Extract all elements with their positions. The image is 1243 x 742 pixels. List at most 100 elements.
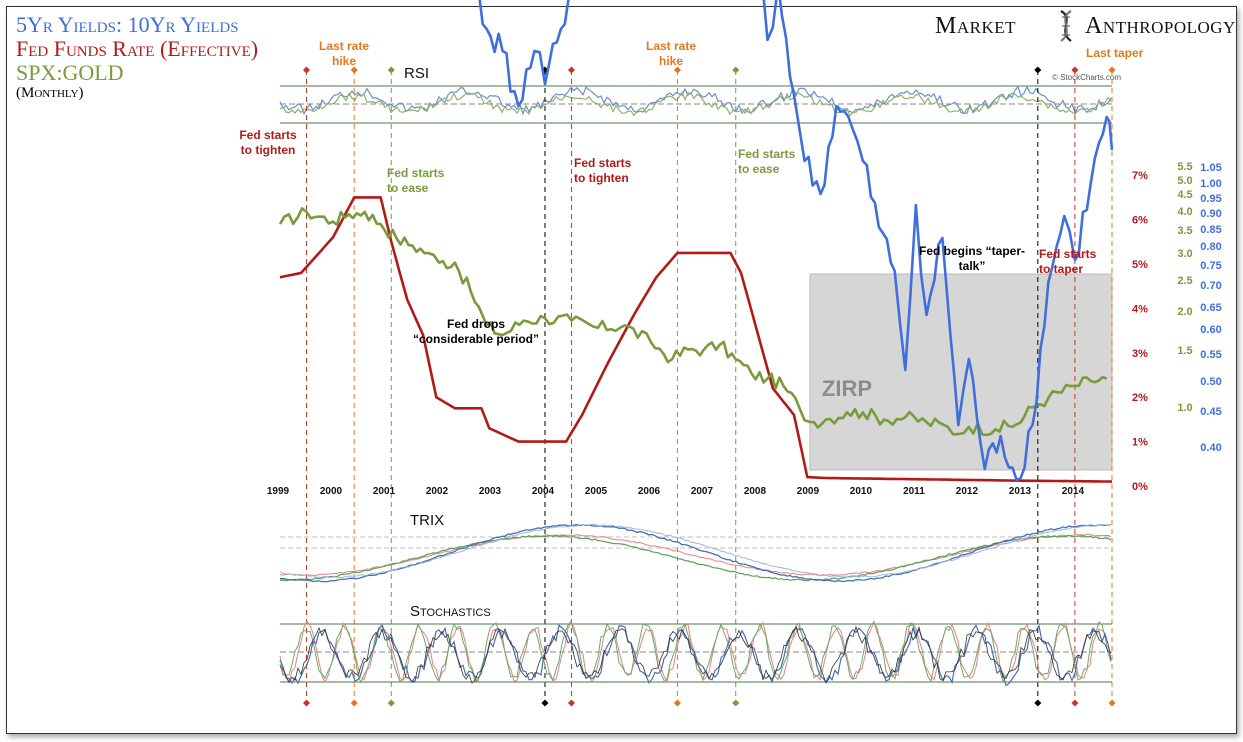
watermark: © StockCharts.com	[1052, 73, 1121, 82]
ratio-axis-tick: 0.80	[1200, 241, 1221, 253]
fed-axis-tick: 6%	[1132, 215, 1148, 227]
event-marker-bottom	[567, 699, 576, 707]
year-tick-label: 2002	[426, 486, 449, 497]
legend-spx-gold: SPX:GOLD	[16, 60, 124, 85]
ratio-axis-tick: 0.60	[1200, 324, 1221, 336]
fed-axis-tick: 0%	[1132, 481, 1148, 493]
legend-frequency: (Monthly)	[16, 85, 84, 101]
year-tick-label: 2009	[797, 486, 820, 497]
year-ticks: 1999 2000 2001 2002 2003 2004 2005 2006 2007 2008…	[267, 486, 1085, 497]
fed-axis-tick: 4%	[1132, 303, 1148, 315]
brand-right: Anthropology	[1085, 13, 1236, 39]
event-marker-bottom	[541, 699, 549, 707]
event-marker-top	[567, 66, 576, 74]
ratio-axis-tick: 0.75	[1200, 260, 1221, 272]
annotation-taper-talk: Fed begins “taper-talk”	[919, 244, 1025, 273]
ratio-axis-tick: 1.00	[1200, 178, 1221, 190]
ratio-axis-tick: 0.65	[1200, 302, 1221, 314]
ratio-axis-tick: 0.70	[1200, 280, 1221, 292]
zirp-region	[809, 273, 1113, 471]
spx-axis-tick: 1.5	[1177, 345, 1192, 357]
event-marker-top	[302, 66, 311, 74]
year-tick-label: 2008	[744, 486, 767, 497]
spx-axis-tick: 1.0	[1177, 402, 1192, 414]
annotation-last-taper: Last taper	[1086, 46, 1144, 60]
year-tick-label: 2012	[956, 486, 979, 497]
series-layer	[278, 0, 1114, 483]
fed-axis-tick: 1%	[1132, 437, 1148, 449]
year-tick-label: 2013	[1009, 486, 1032, 497]
series-fed-funds	[279, 196, 1113, 483]
ratio-axis-tick: 0.90	[1200, 208, 1221, 220]
spx-axis-tick: 4.0	[1177, 206, 1192, 218]
rsi-panel: RSI © StockCharts.com	[279, 65, 1121, 130]
spx-axis-tick: 2.0	[1177, 306, 1192, 318]
spx-axis-tick: 4.5	[1177, 189, 1192, 201]
year-tick-label: 2003	[479, 486, 502, 497]
year-tick-label: 1999	[267, 486, 290, 497]
event-marker-bottom	[302, 699, 311, 707]
year-tick-label: 2007	[691, 486, 714, 497]
annotation-considerable-period: Fed drops “considerable period”	[413, 317, 539, 346]
series-yield-ratio	[478, 0, 1114, 482]
spx-axis-tick: 5.5	[1177, 161, 1192, 173]
fed-axis-tick: 5%	[1132, 259, 1148, 271]
spx-axis-tick: 3.0	[1177, 248, 1192, 260]
annotation-fed-ease-2001: Fed starts to ease	[387, 166, 445, 195]
legend-fed-funds: Fed Funds Rate (Effective)	[16, 36, 259, 61]
event-marker-bottom	[1071, 699, 1079, 707]
year-tick-label: 2014	[1062, 486, 1085, 497]
stochastics-label: Stochastics	[410, 603, 491, 620]
event-marker-top	[350, 66, 358, 74]
annotation-fed-tighten-2004: Fed starts to tighten	[574, 156, 632, 185]
spx-axis-tick: 5.0	[1177, 175, 1192, 187]
year-tick-label: 2006	[638, 486, 661, 497]
year-tick-label: 2011	[903, 486, 925, 497]
ratio-axis-tick: 1.05	[1200, 162, 1221, 174]
zirp-label: ZIRP	[822, 376, 872, 401]
event-marker-bottom	[732, 699, 740, 707]
annotations: Last rate hike Fed starts to tighten Fed s…	[239, 39, 1143, 346]
annotation-fed-ease-2007: Fed starts to ease	[738, 147, 796, 176]
spx-axis-tick: 3.5	[1177, 225, 1192, 237]
rsi-label: RSI	[404, 65, 429, 82]
stochastics-panel: Stochastics	[279, 603, 1112, 687]
event-marker-top	[387, 66, 395, 74]
axis-fed-funds: 7% 6% 5% 4% 3% 2% 1% 0%	[1132, 170, 1148, 493]
ratio-axis-tick: 0.50	[1200, 376, 1221, 388]
event-marker-bottom	[1034, 699, 1042, 707]
event-marker-top	[732, 66, 740, 74]
event-marker-top	[673, 66, 681, 74]
brand-left: Market	[935, 13, 1017, 39]
annotation-fed-taper: Fed starts to taper	[1039, 247, 1097, 276]
legend-yields: 5Yr Yields: 10Yr Yields	[16, 12, 239, 37]
ratio-axis-tick: 0.40	[1200, 442, 1221, 454]
ratio-axis-tick: 0.85	[1200, 224, 1221, 236]
annotation-last-rate-hike-2000: Last rate hike	[319, 39, 369, 68]
event-marker-bottom	[387, 699, 395, 707]
ratio-axis-tick: 0.95	[1200, 193, 1221, 205]
event-marker-bottom	[350, 699, 358, 707]
fed-axis-tick: 3%	[1132, 348, 1148, 360]
event-marker-bottom	[1108, 699, 1116, 707]
year-tick-label: 2000	[320, 486, 343, 497]
spx-axis-tick: 2.5	[1177, 275, 1192, 287]
year-tick-label: 2004	[532, 486, 555, 497]
fed-axis-tick: 2%	[1132, 392, 1148, 404]
axis-yield-ratio: 1.05 1.00 0.95 0.90 0.85 0.80 0.75 0.70 0.65 0.60…	[1200, 162, 1221, 454]
series-spx-gold	[278, 207, 1108, 437]
fed-axis-tick: 7%	[1132, 170, 1148, 182]
ratio-axis-tick: 0.55	[1200, 349, 1221, 361]
dna-helix-icon	[1060, 10, 1072, 42]
annotation-fed-tighten-1999: Fed starts to tighten	[239, 128, 297, 157]
year-tick-label: 2010	[850, 486, 873, 497]
axis-spx-gold: 5.5 5.0 4.5 4.0 3.5 3.0 2.5 2.0 1.5 1.0	[1177, 161, 1192, 414]
trix-panel: TRIX	[279, 512, 1112, 583]
event-marker-bottom	[673, 699, 681, 707]
year-tick-label: 2001	[373, 486, 396, 497]
ratio-axis-tick: 0.45	[1200, 406, 1221, 418]
trix-label: TRIX	[410, 512, 444, 529]
year-tick-label: 2005	[585, 486, 608, 497]
